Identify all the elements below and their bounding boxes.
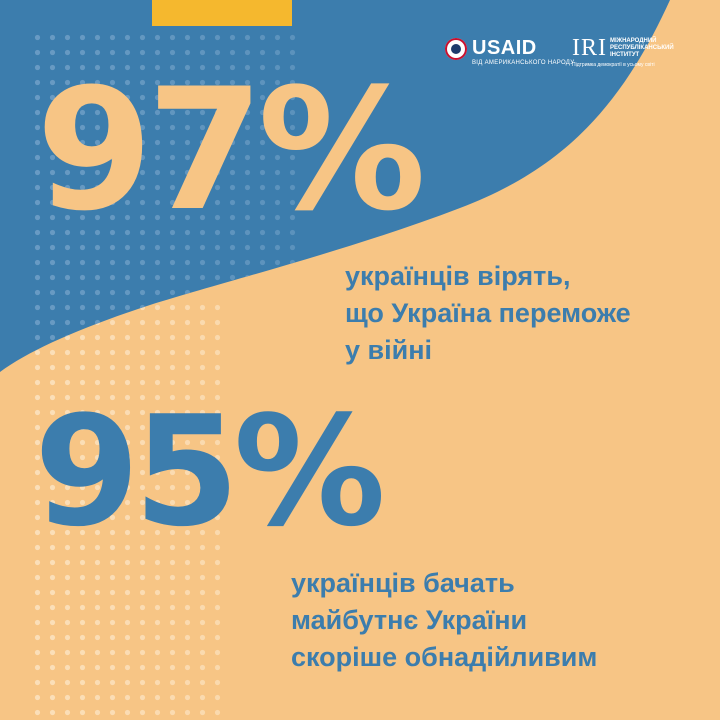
caption-line: що Україна переможе <box>345 298 631 328</box>
usaid-seal-icon <box>445 38 467 60</box>
iri-name-line: РЕСПУБЛІКАНСЬКИЙ <box>610 45 674 51</box>
stat-2-caption: українців бачать майбутнє України скоріш… <box>291 565 597 676</box>
usaid-name: USAID <box>472 37 537 59</box>
usaid-tagline: ВІД АМЕРИКАНСЬКОГО НАРОДУ <box>472 60 575 66</box>
iri-name-line: ІНСТИТУТ <box>610 52 640 58</box>
peach-dot-field <box>30 300 225 720</box>
stat-1-caption: українців вірять, що Україна переможе у … <box>345 258 631 369</box>
usaid-logo: USAID ВІД АМЕРИКАНСЬКОГО НАРОДУ <box>445 36 574 76</box>
stat-2-value: 95% <box>34 383 386 560</box>
caption-line: українців бачать <box>291 568 515 598</box>
yellow-accent-bar <box>152 0 292 26</box>
stat-1-value: 97% <box>36 52 426 248</box>
iri-mark: IRI <box>572 35 607 61</box>
iri-name-line: МІЖНАРОДНИЙ <box>610 38 657 44</box>
caption-line: майбутнє України <box>291 605 528 635</box>
iri-logo: IRI МІЖНАРОДНИЙ РЕСПУБЛІКАНСЬКИЙ ІНСТИТУ… <box>572 36 690 76</box>
iri-tagline: Підтримка демократії в усьому світі <box>572 62 655 68</box>
caption-line: українців вірять, <box>345 261 571 291</box>
caption-line: скоріше обнадійливим <box>291 642 598 672</box>
caption-line: у війні <box>345 335 433 365</box>
iri-name: МІЖНАРОДНИЙ РЕСПУБЛІКАНСЬКИЙ ІНСТИТУТ <box>610 38 674 59</box>
